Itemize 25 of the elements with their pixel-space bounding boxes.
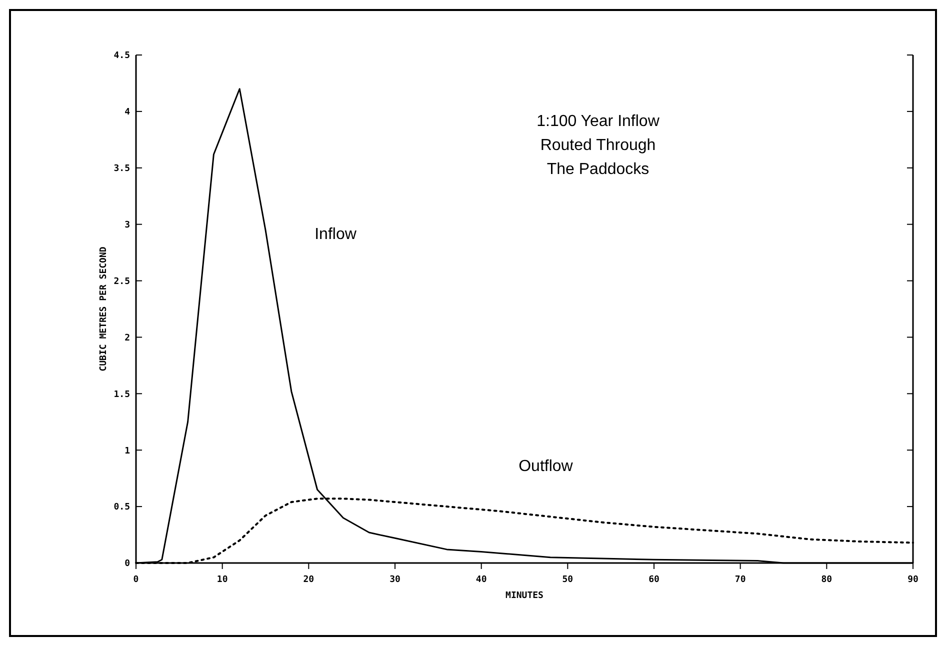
text: 1:100 Year Inflow Routed Through The Paddocks — [536, 113, 660, 178]
text: Inflow — [314, 226, 357, 243]
y-tick-label: 3.5 — [114, 164, 130, 174]
y-tick-label: 1.5 — [114, 390, 130, 400]
x-tick-label: 0 — [133, 575, 139, 585]
x-tick-label: 10 — [216, 575, 228, 585]
y-tick-label: 4 — [124, 108, 131, 118]
x-tick-label: 30 — [390, 575, 400, 585]
y-tick-label: 0 — [124, 559, 130, 570]
y-tick-label: 1 — [124, 446, 130, 456]
y-tick-label: 0.5 — [114, 502, 130, 513]
y-tick-label: 2.5 — [114, 276, 130, 287]
y-tick-label: 3 — [124, 220, 130, 230]
x-axis-title: MINUTES — [506, 591, 544, 601]
x-tick-label: 50 — [562, 575, 574, 585]
x-tick-label: 60 — [648, 575, 660, 585]
y-tick-label: 2 — [124, 333, 130, 344]
x-tick-label: 20 — [303, 575, 314, 585]
x-tick-label: 70 — [734, 575, 746, 585]
x-tick-label: 90 — [908, 575, 918, 585]
y-tick-label: 4.5 — [114, 51, 130, 62]
text: Outflow — [518, 458, 574, 476]
x-tick-label: 40 — [476, 575, 487, 585]
x-tick-label: 80 — [821, 575, 832, 585]
y-axis-title: CUBIC METRES PER SECOND — [99, 246, 109, 372]
